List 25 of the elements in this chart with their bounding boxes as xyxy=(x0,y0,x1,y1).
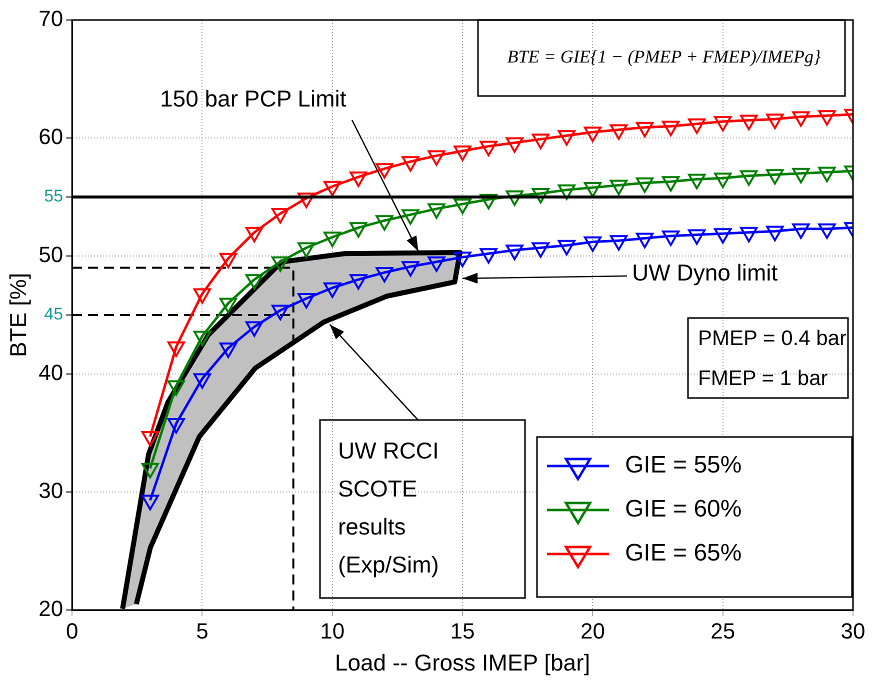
legend-label: GIE = 60% xyxy=(625,496,742,523)
x-axis-title: Load -- Gross IMEP [bar] xyxy=(334,650,590,676)
x-tick-label: 25 xyxy=(710,618,736,644)
y-tick-label: 30 xyxy=(38,478,64,504)
annotation: BTE = GIE{1 − (PMEP + FMEP)/IMEPg} xyxy=(507,46,822,67)
y-tick-label: 20 xyxy=(38,596,64,622)
y-tick-label: 50 xyxy=(38,242,64,268)
x-tick-label: 30 xyxy=(840,618,866,644)
x-tick-label: 0 xyxy=(66,618,78,644)
x-tick-label: 20 xyxy=(580,618,605,644)
annotation: PMEP = 0.4 bar FMEP = 1 bar xyxy=(698,326,846,390)
y-tick-label: 55 xyxy=(44,186,64,206)
y-tick-label: 60 xyxy=(38,124,64,150)
annotation: UW RCCI SCOTE results (Exp/Sim) xyxy=(338,437,439,578)
annotation: 150 bar PCP Limit xyxy=(160,85,347,112)
y-tick-label: 70 xyxy=(38,6,64,32)
legend-label: GIE = 65% xyxy=(625,540,742,567)
y-tick-label: 40 xyxy=(38,360,64,386)
annotation: UW Dyno limit xyxy=(632,259,778,286)
y-tick-label: 45 xyxy=(44,304,64,324)
y-axis-title: BTE [%] xyxy=(5,272,32,358)
legend-label: GIE = 55% xyxy=(625,452,742,479)
x-tick-label: 10 xyxy=(320,618,345,644)
x-tick-label: 15 xyxy=(450,618,475,644)
x-tick-label: 5 xyxy=(196,618,208,644)
